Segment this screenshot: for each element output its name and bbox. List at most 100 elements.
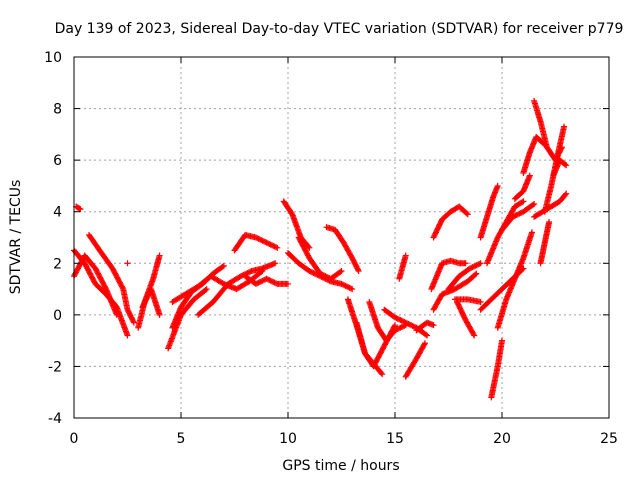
data-point <box>274 244 281 251</box>
data-point <box>517 210 524 217</box>
data-point <box>239 272 246 279</box>
data-point <box>562 191 569 198</box>
data-point <box>318 271 325 278</box>
data-point <box>397 324 404 331</box>
data-point <box>338 280 345 287</box>
data-point <box>520 265 527 272</box>
data-point <box>379 371 386 378</box>
tick-labels: 0 5 10 15 20 25 -4 -2 0 2 4 6 8 10 <box>44 50 618 447</box>
data-point <box>398 324 405 331</box>
data-point <box>156 252 163 259</box>
data-point <box>220 262 227 269</box>
data-point <box>305 243 312 250</box>
data-point <box>260 238 267 245</box>
data-point <box>130 319 137 326</box>
data-point <box>520 198 527 205</box>
data-point <box>341 282 348 289</box>
x-tick-label: 15 <box>386 431 404 447</box>
data-point <box>378 370 385 377</box>
data-point <box>203 286 210 293</box>
data-point <box>263 239 270 246</box>
data-point <box>339 281 346 288</box>
data-point <box>247 268 254 275</box>
data-point <box>404 320 411 327</box>
y-tick-label: 4 <box>53 205 62 221</box>
data-point <box>270 242 277 249</box>
x-tick-label: 5 <box>177 431 186 447</box>
data-point <box>355 268 362 275</box>
x-tick-label: 25 <box>600 431 618 447</box>
data-point <box>343 283 350 290</box>
data-point <box>354 266 361 273</box>
data-point <box>466 265 473 272</box>
data-point <box>267 241 274 248</box>
y-tick-label: 2 <box>53 256 62 272</box>
data-point <box>494 182 501 189</box>
data-point <box>266 277 273 284</box>
data-point <box>392 322 398 329</box>
x-tick-label: 20 <box>493 431 511 447</box>
data-point <box>499 337 505 344</box>
data-point <box>561 123 568 130</box>
data-point <box>409 322 416 329</box>
data-point <box>259 277 266 284</box>
data-point <box>477 260 484 267</box>
data-point <box>310 269 317 276</box>
data-point <box>462 260 469 267</box>
data-point <box>394 326 401 333</box>
data-point <box>563 190 570 197</box>
data-point <box>563 162 570 169</box>
data-point <box>430 322 437 329</box>
data-point <box>477 298 484 305</box>
data-point <box>400 323 407 330</box>
data-point <box>256 236 263 243</box>
data-point <box>393 315 400 322</box>
data-point <box>323 273 330 280</box>
data-point <box>346 284 353 291</box>
y-tick-label: -4 <box>48 411 62 427</box>
data-point <box>306 244 313 251</box>
data-point <box>271 243 278 250</box>
data-point <box>271 279 278 286</box>
data-point <box>345 284 352 291</box>
data-point <box>264 276 271 283</box>
data-point <box>528 229 535 236</box>
data-point <box>338 268 345 275</box>
data-point <box>272 260 279 267</box>
data-point <box>349 286 356 293</box>
data-point <box>255 279 262 286</box>
data-point <box>464 211 471 218</box>
data-point <box>512 212 519 219</box>
data-point <box>258 237 265 244</box>
data-point <box>392 327 398 334</box>
data-point <box>526 172 533 179</box>
data-point <box>266 240 273 247</box>
data-point <box>347 285 354 292</box>
data-point <box>311 270 318 277</box>
data-point <box>397 317 404 324</box>
data-point <box>529 201 536 208</box>
data-point <box>309 269 316 276</box>
x-tick-label: 0 <box>70 431 79 447</box>
data-point <box>263 275 270 282</box>
data-point <box>254 235 261 242</box>
data-point <box>307 268 314 275</box>
y-tick-label: 8 <box>53 102 62 118</box>
y-tick-label: 6 <box>53 153 62 169</box>
data-point <box>472 262 479 269</box>
data-point <box>470 331 477 338</box>
data-point <box>256 278 263 285</box>
chart-title: Day 139 of 2023, Sidereal Day-to-day VTE… <box>55 21 624 37</box>
data-point <box>470 263 477 270</box>
data-point <box>102 284 109 291</box>
data-point <box>400 318 407 325</box>
data-point <box>124 260 131 267</box>
data-point <box>516 210 523 217</box>
data-point <box>264 240 271 247</box>
y-tick-label: -2 <box>48 359 62 375</box>
x-axis-label: GPS time / hours <box>282 458 399 474</box>
data-point <box>268 242 275 249</box>
data-point <box>317 270 324 277</box>
data-point <box>398 317 405 324</box>
